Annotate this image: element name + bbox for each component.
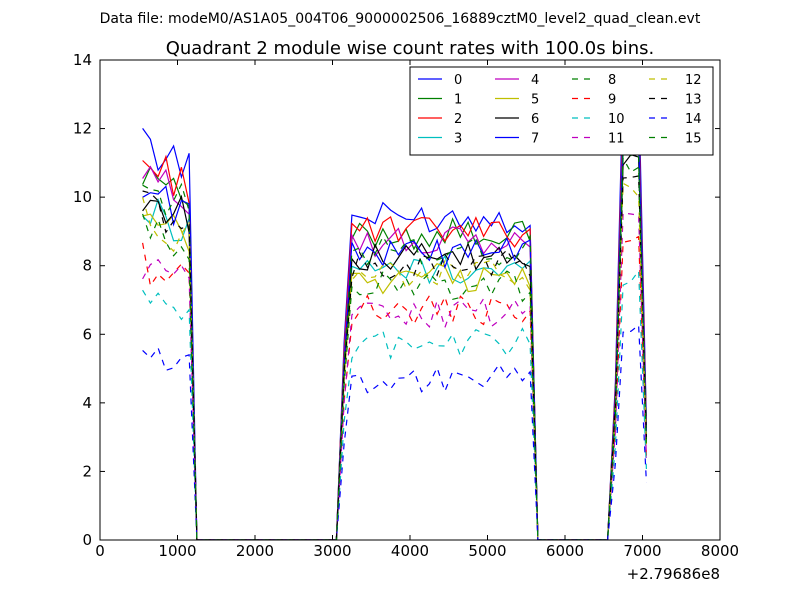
y-tick-label: 12: [73, 120, 92, 138]
x-tick-label: 6000: [546, 542, 584, 560]
y-tick-label: 0: [82, 531, 92, 549]
legend-label-5: 5: [531, 93, 539, 108]
chart-suptitle: Data file: modeM0/AS1A05_004T06_90000025…: [100, 11, 701, 27]
y-tick-label: 4: [82, 394, 92, 412]
series-line-14: [142, 324, 647, 540]
y-tick-label: 2: [82, 462, 92, 480]
plot-area: 0 1000 2000 3000 4000 5000 6000 7000 80000246810…: [73, 51, 739, 560]
series-line-8: [142, 150, 647, 540]
y-tick-label: 14: [73, 51, 92, 69]
series-line-13: [142, 175, 647, 540]
legend-label-9: 9: [608, 93, 616, 108]
legend-label-11: 11: [608, 132, 625, 147]
series-line-7: [142, 128, 647, 540]
series-line-15: [142, 156, 647, 540]
series-line-9: [142, 235, 647, 540]
legend-label-3: 3: [454, 132, 462, 147]
legend-label-14: 14: [685, 112, 702, 127]
series-line-1: [142, 118, 647, 540]
legend-label-0: 0: [454, 73, 462, 88]
legend-box: [409, 66, 714, 156]
chart-title: Quadrant 2 module wise count rates with …: [166, 38, 655, 59]
series-line-4: [142, 132, 647, 540]
series-line-10: [142, 269, 647, 540]
legend-label-2: 2: [454, 112, 462, 127]
series-group: [142, 77, 647, 540]
series-line-2: [142, 104, 647, 540]
x-tick-label: 0: [95, 542, 105, 560]
x-tick-label: 1000: [158, 542, 196, 560]
legend-label-12: 12: [685, 73, 702, 88]
series-line-5: [142, 126, 647, 540]
x-tick-label: 3000: [313, 542, 351, 560]
legend-label-4: 4: [531, 73, 539, 88]
legend-label-15: 15: [685, 132, 702, 147]
x-tick-label: 4000: [391, 542, 429, 560]
y-tick-label: 10: [73, 188, 92, 206]
legend-label-7: 7: [531, 132, 539, 147]
series-line-0: [142, 77, 647, 540]
x-tick-label: 8000: [701, 542, 739, 560]
x-tick-label: 5000: [468, 542, 506, 560]
legend-label-1: 1: [454, 93, 462, 108]
legend-label-10: 10: [608, 112, 625, 127]
x-axis-offset-label: +2.79686e8: [627, 565, 720, 583]
legend-label-13: 13: [685, 93, 702, 108]
legend-label-6: 6: [531, 112, 539, 127]
legend-label-8: 8: [608, 73, 616, 88]
x-tick-label: 2000: [236, 542, 274, 560]
y-tick-label: 8: [82, 257, 92, 275]
series-line-6: [142, 154, 647, 540]
y-tick-label: 6: [82, 325, 92, 343]
x-tick-label: 7000: [623, 542, 661, 560]
series-line-3: [142, 144, 647, 540]
